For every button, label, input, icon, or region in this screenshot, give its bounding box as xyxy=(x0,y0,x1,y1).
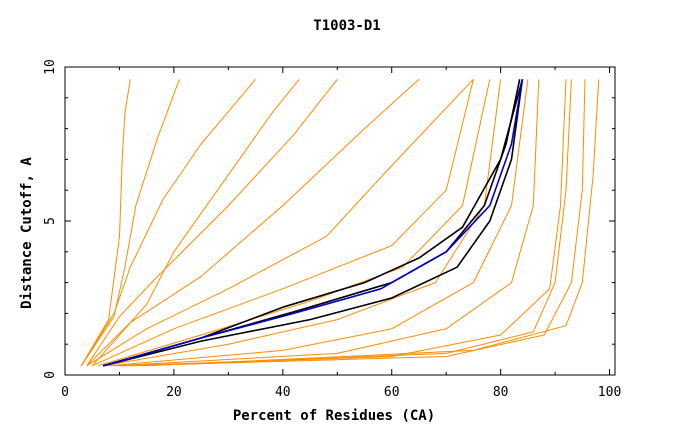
series-line-14 xyxy=(130,79,586,367)
series-line-8 xyxy=(91,78,300,367)
y-axis-label: Distance Cutoff, A xyxy=(19,157,35,309)
series-line-6 xyxy=(86,78,474,367)
y-tick-label-10: 10 xyxy=(43,59,58,75)
series-line-10 xyxy=(103,79,502,367)
x-tick-label-80: 80 xyxy=(493,385,509,400)
series-line-11 xyxy=(108,79,529,367)
x-tick-label-100: 100 xyxy=(598,385,621,400)
series-line-17 xyxy=(102,79,524,367)
x-axis-label: Percent of Residues (CA) xyxy=(233,408,435,424)
chart-title: T1003-D1 xyxy=(313,18,380,34)
series-line-18 xyxy=(102,79,521,367)
x-tick-label-40: 40 xyxy=(275,385,291,400)
series-line-12 xyxy=(113,79,540,367)
series-line-1 xyxy=(80,79,131,367)
series-line-4 xyxy=(86,78,338,367)
series-layer xyxy=(80,78,600,367)
series-line-7 xyxy=(91,79,474,367)
series-line-20 xyxy=(102,79,524,367)
y-tick-label-5: 5 xyxy=(43,217,58,225)
series-line-9 xyxy=(97,79,491,367)
series-line-19 xyxy=(102,79,524,367)
x-tick-label-60: 60 xyxy=(384,385,400,400)
x-tick-label-0: 0 xyxy=(61,385,69,400)
series-line-2 xyxy=(80,79,180,367)
series-line-16 xyxy=(141,79,572,367)
ticks-layer: 0 20 40 60 80 100 0 5 10 xyxy=(43,59,621,400)
y-tick-label-0: 0 xyxy=(43,371,58,379)
series-line-5 xyxy=(86,78,420,367)
series-line-3 xyxy=(80,78,256,367)
series-line-15 xyxy=(146,79,600,367)
series-line-13 xyxy=(119,79,567,367)
x-tick-label-20: 20 xyxy=(166,385,182,400)
